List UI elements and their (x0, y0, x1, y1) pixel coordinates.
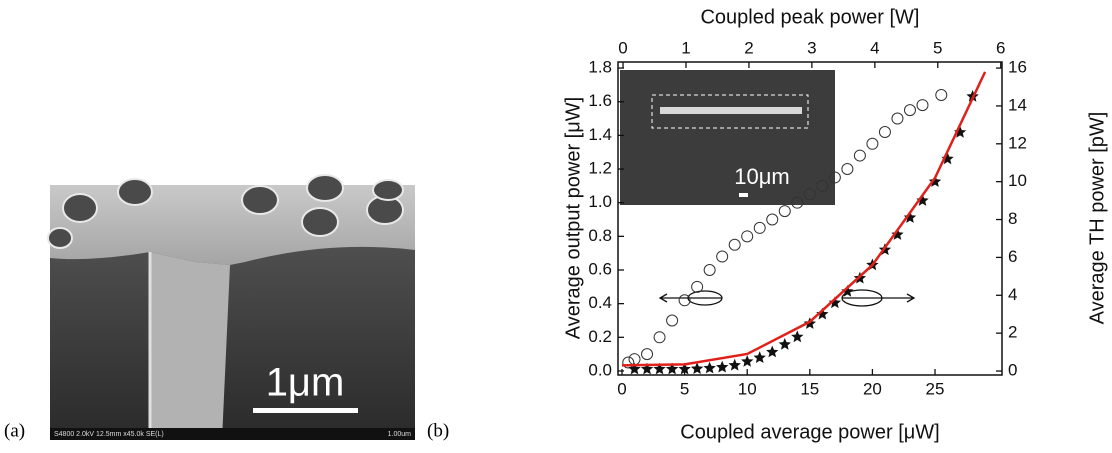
y2-tick-label: 16 (1008, 58, 1027, 77)
x2-tick-label: 4 (870, 38, 879, 57)
y-tick-label: 1.0 (588, 192, 612, 211)
data-point (678, 294, 691, 307)
data-point (828, 296, 841, 309)
data-point (828, 171, 841, 184)
data-point (841, 285, 854, 297)
y-tick-label: 0.6 (588, 259, 612, 278)
panel-label: (a) (4, 420, 25, 441)
data-point (791, 330, 804, 343)
data-point (903, 211, 917, 223)
data-point (728, 238, 741, 251)
y2-tick-label: 4 (1008, 285, 1017, 304)
data-point (741, 355, 754, 367)
data-point (916, 194, 929, 206)
x2-tick-label: 0 (618, 38, 627, 57)
data-point (691, 280, 704, 293)
x-axis-label: Coupled average power [μW] (680, 421, 939, 443)
data-point (716, 360, 729, 373)
data-point (778, 205, 791, 218)
y-tick-label: 0.8 (588, 226, 612, 245)
data-point (753, 221, 766, 234)
x-tick-label: 25 (926, 379, 945, 398)
data-point (853, 149, 866, 162)
annotations (658, 289, 916, 307)
data-point (891, 228, 904, 240)
data-point (816, 179, 829, 192)
data-point (666, 314, 679, 327)
x2-tick-label: 1 (681, 38, 690, 57)
data-point (816, 307, 829, 320)
data-point (628, 362, 641, 375)
y2-tick-label: 0 (1008, 361, 1017, 380)
y-tick-label: 1.6 (588, 91, 612, 110)
data-point (916, 99, 929, 112)
data-point (741, 230, 754, 243)
sem-image: S4800 2.0kV 12.5mm x45.0k SE(L) 1.00um 1… (47, 174, 415, 440)
y-tick-label: 1.4 (588, 125, 612, 144)
data-point (728, 358, 741, 371)
data-point (803, 188, 816, 201)
sem-info: S4800 2.0kV 12.5mm x45.0k SE(L) (54, 431, 164, 438)
data-point (891, 112, 904, 125)
data-point (653, 331, 666, 344)
y2-tick-label: 10 (1008, 171, 1027, 190)
data-point (791, 196, 804, 209)
x-tick-label: 20 (863, 379, 882, 398)
data-point (903, 104, 916, 117)
data-point (753, 351, 766, 363)
x2-tick-label: 6 (996, 38, 1005, 57)
data-point (941, 152, 954, 165)
y2-tick-label: 12 (1008, 133, 1027, 152)
data-point (766, 345, 779, 358)
data-point (641, 348, 654, 361)
data-point (766, 213, 779, 226)
data-point (841, 163, 854, 176)
x2-tick-label: 5 (933, 38, 942, 57)
sem-scale-label: 1μm (266, 361, 345, 405)
y2-tick-label: 8 (1008, 209, 1017, 228)
y2-tick-label: 6 (1008, 247, 1017, 266)
data-point (653, 362, 666, 375)
fit-line (621, 71, 987, 367)
y-tick-label: 1.8 (588, 58, 612, 77)
data-point (622, 356, 635, 369)
data-point (678, 362, 691, 375)
y-tick-label: 0.4 (588, 293, 612, 312)
data-point (690, 362, 704, 374)
x2-axis-label: Coupled peak power [W] (700, 6, 919, 28)
y-tick-label: 0.2 (588, 327, 612, 346)
y2-axis-label: Average TH power [pW] (1086, 112, 1108, 325)
data-point (640, 362, 654, 375)
data-point (935, 88, 948, 101)
y-tick-label: 0.0 (588, 360, 612, 379)
sem-info-scale: 1.00um (388, 431, 412, 438)
panel-label: (b) (427, 420, 449, 441)
data-point (866, 137, 879, 150)
data-point (703, 263, 716, 276)
x-tick-label: 10 (738, 379, 757, 398)
y2-tick-label: 14 (1008, 95, 1027, 114)
inset: 10μm (620, 70, 835, 205)
data-point (665, 362, 679, 375)
x-tick-label: 5 (680, 379, 689, 398)
y-axis-label: Average output power [μW] (562, 97, 584, 339)
data-point (716, 250, 729, 263)
data-point (703, 361, 716, 374)
data-point (878, 126, 891, 139)
x2-tick-label: 3 (807, 38, 816, 57)
data-point (778, 338, 791, 350)
data-point (953, 125, 967, 138)
x-tick-label: 0 (617, 379, 626, 398)
inset-scale-label: 10μm (734, 164, 789, 189)
x-tick-label: 15 (800, 379, 819, 398)
y2-tick-label: 2 (1008, 323, 1017, 342)
x2-tick-label: 2 (744, 38, 753, 57)
y-tick-label: 1.2 (588, 159, 612, 178)
